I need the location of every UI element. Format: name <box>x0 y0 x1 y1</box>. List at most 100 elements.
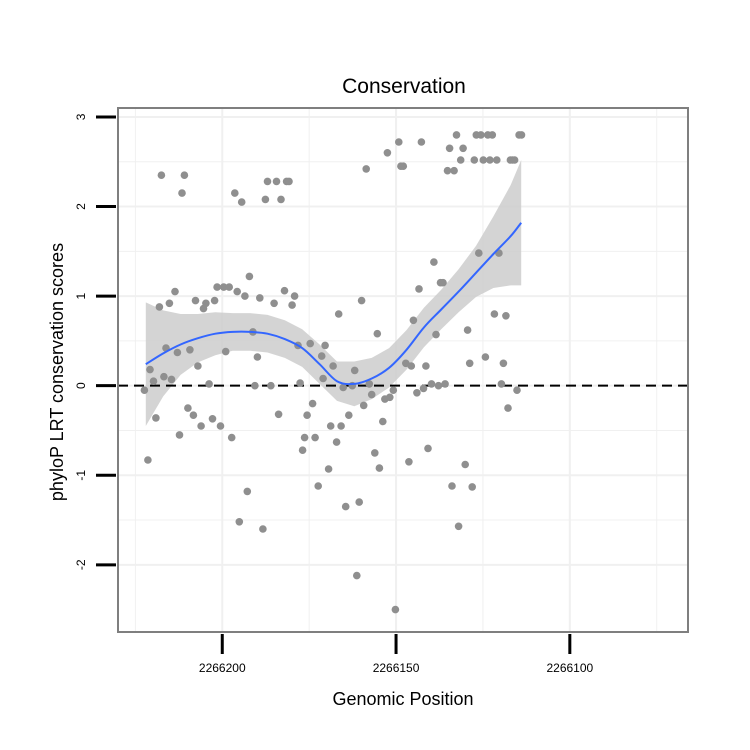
data-point <box>251 381 259 390</box>
data-point <box>272 177 281 186</box>
data-point <box>178 189 186 197</box>
data-point <box>160 372 168 381</box>
y-axis: -2 -1 0 1 2 3 <box>74 113 116 570</box>
data-point <box>395 138 403 146</box>
data-point <box>263 177 272 186</box>
data-point <box>221 347 230 356</box>
data-point <box>337 422 345 430</box>
smooth-trend-line <box>145 222 522 386</box>
data-point <box>456 156 465 164</box>
data-point <box>267 381 275 390</box>
data-point <box>288 301 296 309</box>
data-point <box>225 283 233 291</box>
y-axis-title: phyloP LRT conservation scores <box>47 243 67 501</box>
data-point <box>146 365 154 374</box>
data-point <box>334 310 343 318</box>
confidence-ribbon <box>145 160 522 426</box>
data-point <box>379 417 387 426</box>
data-point <box>245 272 254 281</box>
data-point <box>285 177 293 186</box>
data-point <box>243 487 252 496</box>
data-point <box>237 198 246 206</box>
data-point <box>490 310 499 318</box>
data-point <box>339 383 348 392</box>
data-point <box>157 171 166 179</box>
data-point <box>475 249 483 257</box>
data-point <box>468 483 477 491</box>
data-point <box>319 374 327 383</box>
data-point <box>371 449 379 457</box>
data-point <box>499 359 508 368</box>
data-point <box>463 326 472 334</box>
data-point <box>155 303 164 311</box>
data-point <box>314 482 323 490</box>
data-point <box>517 131 526 139</box>
data-point <box>359 401 368 410</box>
y-tick-label: 3 <box>74 113 88 120</box>
x-axis-title: Genomic Position <box>332 689 473 709</box>
data-point <box>324 465 333 473</box>
data-point <box>461 460 470 469</box>
data-point <box>422 362 430 370</box>
data-point <box>300 433 309 442</box>
data-point <box>417 138 426 146</box>
data-point <box>375 464 384 472</box>
data-point <box>259 525 267 533</box>
data-point <box>270 299 278 308</box>
data-point <box>399 162 408 170</box>
data-point <box>167 375 176 384</box>
data-point <box>208 415 217 423</box>
data-point <box>353 571 361 580</box>
data-point <box>296 379 304 387</box>
data-point <box>298 446 307 455</box>
data-point <box>430 258 438 266</box>
data-point <box>357 296 366 305</box>
data-point <box>450 166 458 175</box>
data-point <box>350 366 359 375</box>
data-point <box>227 433 236 442</box>
y-tick-label: 2 <box>74 203 88 210</box>
data-point <box>197 422 205 430</box>
data-point <box>175 431 184 439</box>
data-point <box>253 353 262 361</box>
chart-title: Conservation <box>342 75 466 98</box>
data-point <box>321 341 329 350</box>
data-point <box>332 438 341 446</box>
y-tick-label: -1 <box>74 470 88 481</box>
data-point <box>152 414 160 422</box>
panel-border <box>117 107 689 633</box>
data-point <box>144 456 152 464</box>
data-point <box>180 171 189 179</box>
y-tick-label: 1 <box>74 292 88 299</box>
data-point <box>510 156 519 164</box>
x-tick-label: 2266200 <box>199 661 246 675</box>
x-tick-label: 2266100 <box>546 661 593 675</box>
data-point <box>173 348 182 357</box>
data-point <box>389 386 398 395</box>
data-point <box>231 189 239 197</box>
data-point <box>219 283 228 291</box>
data-point <box>140 386 149 395</box>
data-point <box>341 502 350 511</box>
data-point <box>434 381 443 390</box>
data-point <box>486 156 494 164</box>
data-point <box>362 165 371 173</box>
data-point <box>241 292 249 300</box>
data-point <box>184 404 192 412</box>
data-point <box>317 352 326 360</box>
data-point <box>189 411 198 420</box>
data-point <box>308 399 317 408</box>
data-point <box>280 286 289 295</box>
data-point <box>303 411 311 420</box>
data-point <box>367 390 376 399</box>
data-point <box>413 389 421 397</box>
data-point <box>277 195 285 204</box>
data-point <box>504 404 512 412</box>
data-point <box>513 386 521 395</box>
data-point <box>194 362 202 370</box>
data-point <box>441 380 449 388</box>
data-point <box>407 362 416 370</box>
data-point <box>479 156 488 164</box>
data-point <box>432 330 440 339</box>
